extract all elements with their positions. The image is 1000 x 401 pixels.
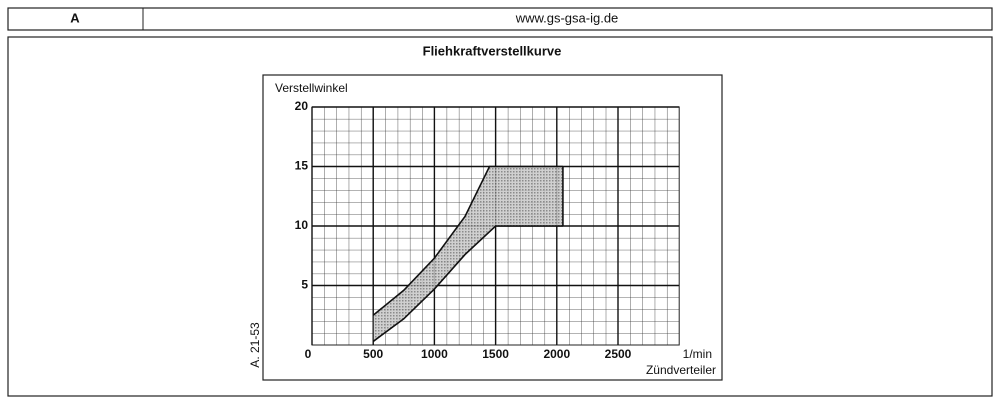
band-edge	[372, 165, 563, 316]
x-tick-label: 2000	[543, 347, 570, 361]
y-tick-label: 20	[295, 99, 309, 113]
y-axis-label: Verstellwinkel	[275, 81, 348, 95]
content-box	[7, 36, 993, 397]
x-tick-label: 1500	[482, 347, 509, 361]
tolerance-band	[373, 166, 563, 342]
x-axis-label-2: Zündverteiler	[646, 363, 716, 377]
header-box	[7, 7, 993, 31]
x-tick-label: 2500	[605, 347, 632, 361]
chart-title: Fliehkraftverstellkurve	[423, 43, 562, 58]
band-edge	[372, 225, 563, 343]
x-tick-label: 1000	[421, 347, 448, 361]
x-tick-label: 500	[363, 347, 383, 361]
side-note: A. 21-53	[248, 322, 262, 368]
x-tick-label: 0	[305, 347, 312, 361]
header-url: www.gs-gsa-ig.de	[515, 10, 619, 25]
chart-frame	[262, 74, 723, 381]
x-axis-label: 1/min	[683, 347, 712, 361]
y-tick-label: 10	[295, 218, 309, 232]
header-cell: A	[70, 10, 80, 25]
y-tick-label: 15	[295, 159, 309, 173]
y-tick-label: 5	[301, 278, 308, 292]
